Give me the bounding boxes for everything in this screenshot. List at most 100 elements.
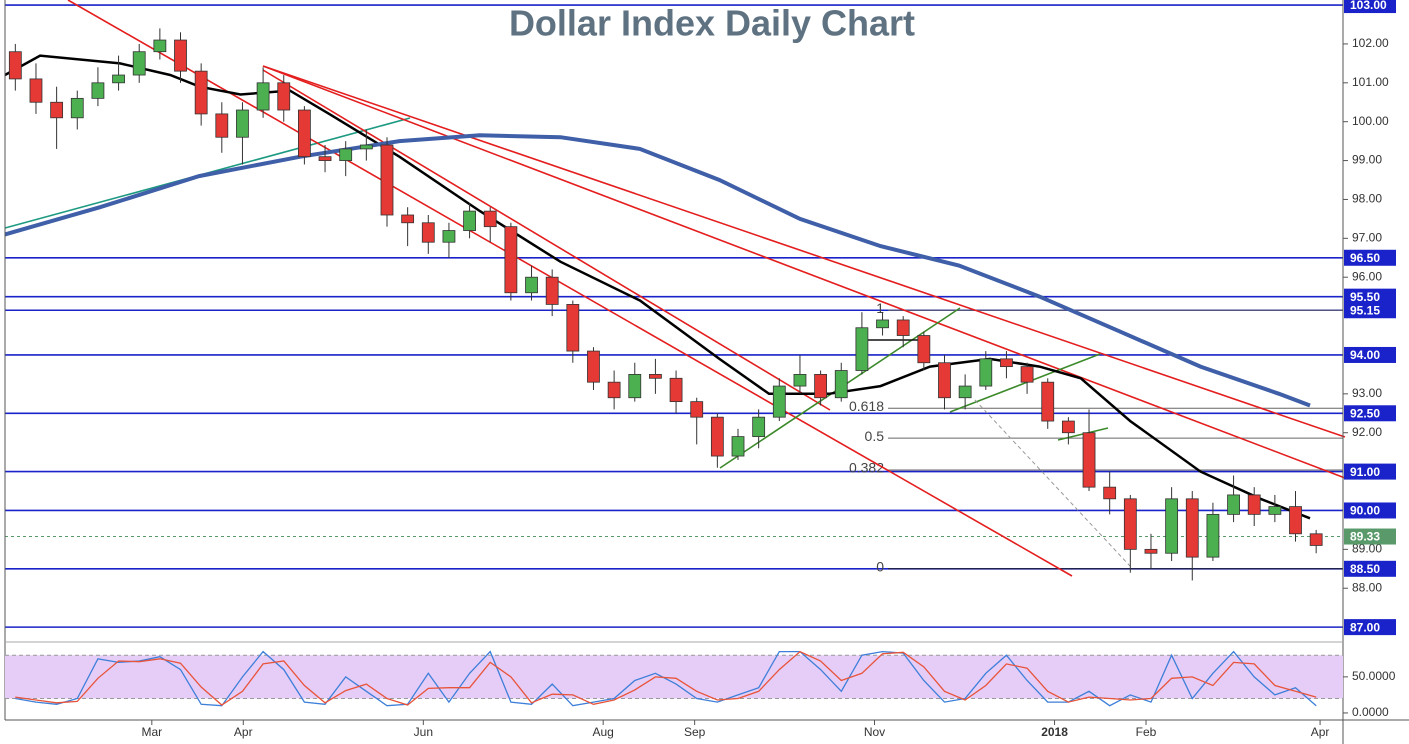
level-box [1344, 405, 1396, 422]
candle-body [876, 319, 889, 329]
candle-body [359, 144, 373, 150]
y-tick-label: 89.00 [1352, 542, 1382, 556]
candle-body [814, 374, 828, 399]
candle-body [483, 210, 497, 228]
candle-body [772, 385, 786, 418]
candle-body [1165, 498, 1179, 554]
level-box [1344, 302, 1396, 319]
candle-body [1082, 432, 1096, 488]
trend-line [67, 0, 1073, 577]
candle-body [628, 374, 642, 399]
candle-body [174, 39, 187, 72]
stochastic-tick-label: 0.0000 [1352, 705, 1389, 719]
candle-body [690, 401, 704, 418]
fib-label: 0.618 [849, 398, 884, 414]
trend-line [262, 65, 1346, 479]
candle-body [917, 335, 931, 364]
candle-body [1268, 506, 1282, 515]
y-tick-label: 102.00 [1352, 36, 1389, 50]
x-tick-label: Nov [864, 725, 885, 739]
candle-body [1144, 548, 1158, 554]
candle-body [132, 51, 146, 76]
level-box [1344, 249, 1396, 266]
level-box [1344, 502, 1396, 519]
fib-label: 0.5 [865, 428, 885, 444]
candle-body [421, 222, 435, 243]
candle-body [855, 327, 869, 371]
level-label: 94.00 [1350, 348, 1380, 362]
x-tick-label: Apr [1311, 725, 1330, 739]
x-tick-label: Aug [592, 725, 613, 739]
stochastic-tick-label: 50.0000 [1352, 669, 1396, 683]
candle-body [649, 374, 662, 379]
candle-body [896, 319, 910, 336]
candle-body [236, 109, 249, 138]
candle-body [8, 51, 22, 80]
y-tick-label: 97.00 [1352, 230, 1382, 244]
candle-body [339, 148, 353, 161]
y-tick-label: 100.00 [1352, 114, 1389, 128]
candle-body [297, 109, 311, 158]
y-tick-label: 92.00 [1352, 425, 1382, 439]
y-tick-label: 93.00 [1352, 386, 1382, 400]
candle-body [504, 226, 518, 294]
candle-body [669, 377, 683, 403]
plot-overlay [4, 28, 1323, 581]
last-price-label: 89.33 [1350, 530, 1380, 544]
x-tick-label: Mar [141, 725, 162, 739]
stochastic-line [15, 650, 1317, 706]
candle-body [215, 113, 229, 138]
chart-title: Dollar Index Daily Chart [509, 3, 915, 44]
candle-body [318, 156, 332, 161]
trend-line [949, 353, 1101, 413]
candle-body [1041, 381, 1055, 422]
trend-line [974, 399, 1131, 567]
y-tick-label: 101.00 [1352, 75, 1389, 89]
level-label: 103.00 [1350, 0, 1387, 12]
candle-body [70, 97, 84, 119]
y-tick-label: 96.00 [1352, 269, 1382, 283]
y-tick-label: 99.00 [1352, 153, 1382, 167]
candle-body [1061, 420, 1075, 434]
fib-label: 0.382 [849, 460, 884, 476]
candle-body [463, 210, 476, 231]
candle-body [587, 350, 600, 383]
candle-body [545, 276, 559, 305]
level-box [1344, 346, 1396, 363]
candle-body [1309, 533, 1323, 546]
candle-body [112, 74, 125, 84]
level-label: 87.00 [1350, 620, 1380, 634]
level-box [1344, 463, 1396, 480]
candle-body [834, 370, 848, 399]
candle-body [1103, 486, 1117, 500]
level-label: 95.50 [1350, 290, 1380, 304]
level-label: 88.50 [1350, 562, 1380, 576]
candle-body [91, 82, 105, 99]
candle-body [607, 381, 621, 399]
candle-body [938, 362, 951, 399]
fib-label: 1 [876, 300, 884, 316]
candle-body [525, 276, 538, 294]
candle-body [194, 70, 208, 115]
plot-underlay: 1 0.618 0.5 0.382 0 [5, 4, 1343, 628]
candle-body [793, 374, 807, 387]
candle-body [401, 214, 415, 224]
x-tick-label: Apr [234, 725, 253, 739]
candle-body [1247, 494, 1261, 515]
x-tick-label: Jun [414, 725, 433, 739]
y-tick-label: 88.00 [1352, 580, 1382, 594]
candle-body [566, 304, 580, 352]
candle-body [50, 101, 64, 119]
trend-line [262, 69, 831, 411]
moving-average [4, 133, 1311, 408]
candle-body [710, 416, 724, 457]
candle-body [1206, 513, 1220, 558]
candle-body [153, 39, 167, 53]
candle-body [1289, 506, 1302, 535]
candle-body [1000, 358, 1013, 368]
candle-body [380, 144, 394, 216]
candle-body [442, 230, 456, 243]
level-label: 95.15 [1350, 303, 1380, 317]
